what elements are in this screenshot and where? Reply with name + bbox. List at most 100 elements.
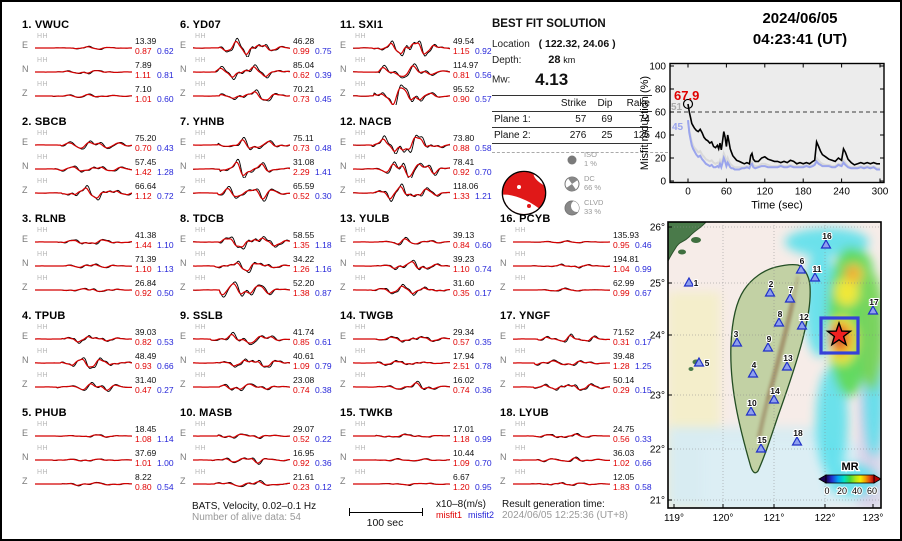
misfit2-value: 1.41 (315, 167, 332, 177)
misfit1-value: 0.93 (135, 361, 152, 371)
station-block: 9. SSLB E HH 41.74 0.85 0.61 N HH 40.61 1.09 0.79 Z… (180, 309, 338, 406)
station-block: 3. RLNB E HH 41.38 1.44 1.10 N HH 71.39 1.10 1.13 Z… (22, 212, 180, 309)
channel-row: E HH 71.52 0.31 0.17 (500, 324, 658, 348)
misfit2-value: 1.28 (157, 167, 174, 177)
misfit1-value: 0.85 (293, 337, 310, 347)
channel-values: 37.69 1.01 1.00 (132, 445, 178, 469)
channel-row: N HH 7.89 1.11 0.81 (22, 57, 180, 81)
waveform-trace (353, 283, 450, 296)
channel-row: N HH 34.22 1.26 1.16 (180, 251, 338, 275)
channel-row: Z HH 16.02 0.74 0.36 (340, 372, 498, 396)
station-block: 1. VWUC E HH 13.39 0.87 0.62 N HH 7.89 1.11 0.81 Z H… (22, 18, 180, 115)
waveform-trace (353, 259, 450, 271)
band-code-label: HH (515, 445, 527, 452)
channel-values: 39.03 0.82 0.53 (132, 324, 178, 348)
station-title: 12. NACB (340, 116, 392, 128)
map-station-triangle (784, 292, 796, 303)
misfit1-value: 1.38 (293, 288, 310, 298)
trace-area: HH (193, 178, 290, 202)
misfit2-value: 0.17 (475, 288, 492, 298)
waveform-trace (353, 134, 450, 154)
map-station-triangle (796, 319, 808, 330)
trace-area: HH (353, 445, 450, 469)
component-label: E (340, 331, 347, 341)
channel-values: 8.22 0.80 0.54 (132, 469, 178, 493)
station-block: 15. TWKB E HH 17.01 1.18 0.99 N HH 10.44 1.09 0.70… (340, 406, 498, 503)
trace-area: HH (193, 445, 290, 469)
location-label: Location (492, 39, 530, 50)
misfit2-value: 1.16 (315, 264, 332, 274)
waveform-trace (35, 382, 132, 392)
trace-area: HH (35, 178, 132, 202)
channel-row: Z HH 118.06 1.33 1.21 (340, 178, 498, 202)
component-label: Z (180, 88, 186, 98)
trace-area: HH (513, 275, 610, 299)
misfit2-value: 0.87 (315, 288, 332, 298)
channel-values: 16.02 0.74 0.36 (450, 372, 496, 396)
channel-values: 194.81 1.04 0.99 (610, 251, 656, 275)
svg-text:60: 60 (721, 187, 733, 198)
trace-area: HH (353, 178, 450, 202)
channel-values: 41.38 1.44 1.10 (132, 227, 178, 251)
band-code-label: HH (515, 275, 527, 282)
misfit1-value: 2.29 (293, 167, 310, 177)
misfit1-value: 0.52 (293, 191, 310, 201)
plane2-strike: 276 (547, 127, 589, 144)
trace-area: HH (353, 57, 450, 81)
peak-amplitude-value: 78.41 (453, 157, 475, 167)
station-block: 17. YNGF E HH 71.52 0.31 0.17 N HH 39.48 1.28 1.25… (500, 309, 658, 406)
station-title: 15. TWKB (340, 407, 393, 419)
channel-values: 21.61 0.23 0.12 (290, 469, 336, 493)
peak-amplitude-value: 39.48 (613, 351, 635, 361)
channel-row: E HH 75.20 0.70 0.43 (22, 130, 180, 154)
waveform-trace (193, 480, 290, 488)
trace-area: HH (513, 372, 610, 396)
component-label: N (340, 258, 347, 268)
component-label: E (500, 428, 507, 438)
peak-amplitude-value: 34.22 (293, 254, 315, 264)
waveform-trace (513, 432, 610, 439)
component-label: N (500, 258, 507, 268)
band-code-label: HH (355, 227, 367, 234)
waveform-trace (513, 482, 610, 486)
misfit2-value: 0.57 (475, 94, 492, 104)
band-code-label: HH (37, 251, 49, 258)
waveform-trace (35, 481, 132, 487)
component-label: Z (340, 476, 346, 486)
misfit2-value: 0.92 (475, 46, 492, 56)
misfit1-value: 0.23 (293, 482, 310, 492)
component-label: E (180, 331, 187, 341)
channel-row: Z HH 23.08 0.74 0.38 (180, 372, 338, 396)
series-mid (687, 122, 880, 170)
event-date: 2024/06/05 (762, 10, 838, 27)
channel-values: 31.40 0.47 0.27 (132, 372, 178, 396)
misfit1-value: 2.51 (453, 361, 470, 371)
misfit1-value: 1.35 (293, 240, 310, 250)
waveform-trace (193, 235, 290, 250)
trace-area: HH (35, 372, 132, 396)
misfit1-value: 0.31 (613, 337, 630, 347)
misfit1-value: 0.73 (293, 94, 310, 104)
peak-amplitude-value: 10.44 (453, 448, 475, 458)
misfit1-value: 1.28 (613, 361, 630, 371)
scalebar-label: 100 sec (366, 517, 404, 529)
band-code-label: HH (37, 130, 49, 137)
component-label: N (22, 64, 29, 74)
channel-values: 65.59 0.52 0.30 (290, 178, 336, 202)
misfit2-value: 0.17 (635, 337, 652, 347)
band-code-label: HH (515, 421, 527, 428)
waveform-trace (513, 263, 610, 269)
trace-area: HH (193, 348, 290, 372)
waveform-trace (353, 161, 450, 178)
lat-tick-label: 23° (650, 391, 665, 402)
component-label: N (180, 64, 187, 74)
series-misfit1 (687, 103, 880, 166)
band-code-label: HH (195, 227, 207, 234)
colorbar-tick: 60 (867, 486, 877, 496)
component-label: Z (180, 282, 186, 292)
component-label: Z (500, 379, 506, 389)
channel-values: 29.07 0.52 0.22 (290, 421, 336, 445)
misfit2-value: 0.62 (157, 46, 174, 56)
iso-item: ISO 1 % (564, 150, 597, 168)
